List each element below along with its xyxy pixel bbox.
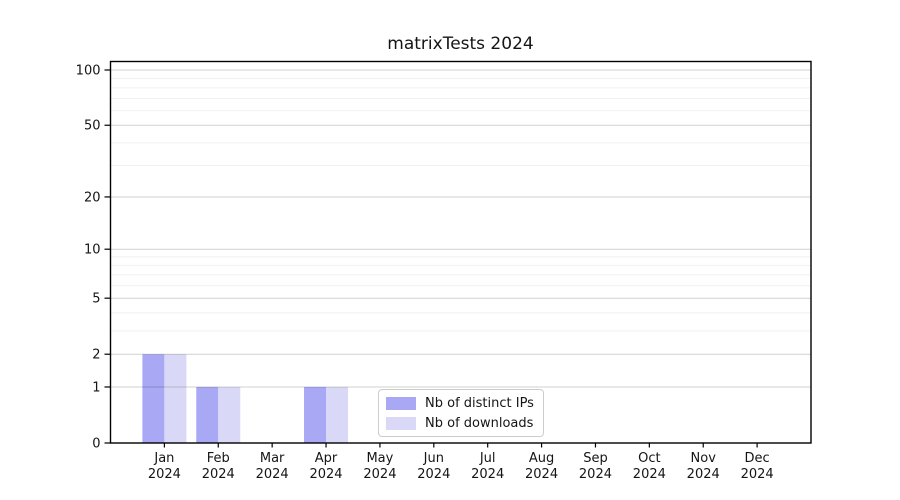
x-tick-label-year: 2024: [148, 467, 181, 482]
x-tick-label-month: Aug: [529, 451, 554, 466]
x-tick-label-year: 2024: [687, 467, 720, 482]
x-tick-label-year: 2024: [363, 467, 396, 482]
legend-swatch-downloads: [386, 416, 416, 430]
legend-item-downloads: Nb of downloads: [386, 415, 534, 431]
x-tick-label-month: Dec: [745, 451, 770, 466]
x-tick-label-month: Sep: [583, 451, 608, 466]
x-tick-label-month: May: [366, 451, 393, 466]
y-tick-label: 20: [84, 190, 101, 205]
y-tick-label: 2: [92, 348, 100, 363]
x-tick-label-month: Jun: [423, 451, 444, 466]
x-tick-label-year: 2024: [417, 467, 450, 482]
y-tick-label: 0: [92, 437, 100, 452]
legend-item-distinct-ips: Nb of distinct IPs: [386, 395, 534, 411]
y-tick-label: 10: [84, 243, 101, 258]
x-tick-label-month: Mar: [260, 451, 285, 466]
legend-label-downloads: Nb of downloads: [425, 415, 534, 431]
x-tick-label-year: 2024: [633, 467, 666, 482]
legend-swatch-distinct-ips: [386, 396, 416, 410]
bar-distinct-ips: [142, 354, 165, 443]
x-tick-label-month: Jan: [153, 451, 174, 466]
x-tick-label-month: Jul: [479, 451, 496, 466]
legend: Nb of distinct IPs Nb of downloads: [378, 389, 544, 437]
x-tick-label-year: 2024: [256, 467, 289, 482]
legend-label-distinct-ips: Nb of distinct IPs: [425, 395, 534, 411]
chart-title: matrixTests 2024: [387, 34, 534, 54]
x-tick-label-month: Oct: [638, 451, 660, 466]
y-tick-label: 5: [92, 292, 100, 307]
y-tick-label: 1: [92, 380, 100, 395]
plot-border: [109, 60, 812, 444]
x-tick-label-year: 2024: [202, 467, 235, 482]
x-tick-label-year: 2024: [741, 467, 774, 482]
x-tick-label-year: 2024: [471, 467, 504, 482]
x-tick-label-year: 2024: [579, 467, 612, 482]
x-tick-label-month: Nov: [691, 451, 717, 466]
bar-distinct-ips: [304, 386, 327, 443]
x-tick-label-month: Feb: [207, 451, 230, 466]
bar-distinct-ips: [196, 386, 219, 443]
x-tick-label-month: Apr: [315, 451, 338, 466]
x-tick-label-year: 2024: [525, 467, 558, 482]
y-tick-label: 50: [84, 119, 101, 134]
bar-downloads: [326, 386, 349, 443]
bar-downloads: [164, 354, 187, 443]
y-tick-label: 100: [76, 64, 101, 79]
bar-downloads: [218, 386, 241, 443]
x-tick-label-year: 2024: [309, 467, 342, 482]
